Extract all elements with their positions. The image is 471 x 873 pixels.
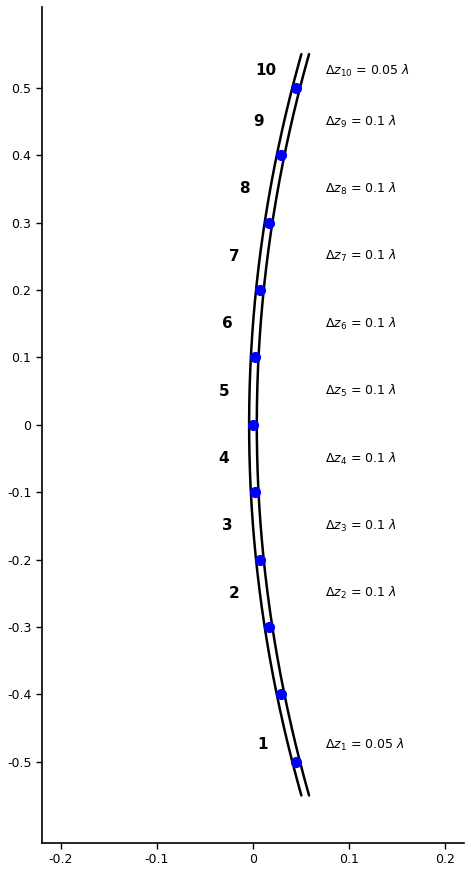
Text: 9: 9 (253, 114, 264, 129)
Text: $\Delta z_9$ = 0.1 $\lambda$: $\Delta z_9$ = 0.1 $\lambda$ (325, 113, 396, 129)
Text: 4: 4 (219, 451, 229, 466)
Text: 1: 1 (258, 738, 268, 753)
Text: $\Delta z_4$ = 0.1 $\lambda$: $\Delta z_4$ = 0.1 $\lambda$ (325, 450, 396, 466)
Text: $\Delta z_3$ = 0.1 $\lambda$: $\Delta z_3$ = 0.1 $\lambda$ (325, 518, 396, 534)
Text: $\Delta z_2$ = 0.1 $\lambda$: $\Delta z_2$ = 0.1 $\lambda$ (325, 585, 396, 601)
Text: $\Delta z_1$ = 0.05 $\lambda$: $\Delta z_1$ = 0.05 $\lambda$ (325, 737, 404, 753)
Text: 6: 6 (222, 316, 233, 331)
Text: 3: 3 (222, 519, 233, 533)
Text: $\Delta z_7$ = 0.1 $\lambda$: $\Delta z_7$ = 0.1 $\lambda$ (325, 248, 396, 265)
Text: 10: 10 (255, 64, 276, 79)
Text: 5: 5 (219, 383, 229, 399)
Text: 8: 8 (239, 182, 250, 196)
Text: 7: 7 (229, 249, 240, 264)
Text: $\Delta z_6$ = 0.1 $\lambda$: $\Delta z_6$ = 0.1 $\lambda$ (325, 316, 396, 332)
Text: 2: 2 (229, 586, 240, 601)
Text: $\Delta z_{10}$ = 0.05 $\lambda$: $\Delta z_{10}$ = 0.05 $\lambda$ (325, 63, 410, 79)
Text: $\Delta z_8$ = 0.1 $\lambda$: $\Delta z_8$ = 0.1 $\lambda$ (325, 181, 396, 197)
Text: $\Delta z_5$ = 0.1 $\lambda$: $\Delta z_5$ = 0.1 $\lambda$ (325, 383, 396, 399)
